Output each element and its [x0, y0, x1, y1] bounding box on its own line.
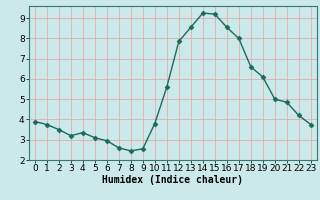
X-axis label: Humidex (Indice chaleur): Humidex (Indice chaleur)	[102, 175, 243, 185]
